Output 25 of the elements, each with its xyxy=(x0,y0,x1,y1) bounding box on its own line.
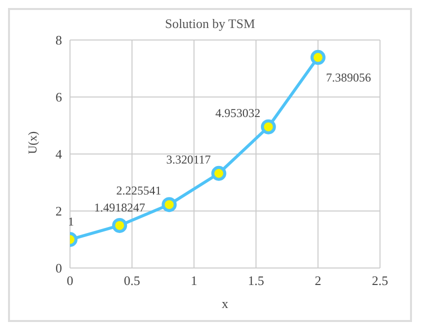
y-tick-label: 0 xyxy=(56,260,62,276)
point xyxy=(162,197,177,212)
data-label: 2.225541 xyxy=(116,184,162,198)
y-axis-title: U(x) xyxy=(25,131,40,154)
x-tick-label: 0 xyxy=(66,273,74,288)
x-tick-label: 1.5 xyxy=(248,273,264,288)
data-label: 1 xyxy=(68,214,74,228)
y-tick-label: 2 xyxy=(56,204,62,219)
point xyxy=(211,166,226,181)
x-tick-label: 1 xyxy=(190,273,198,288)
x-tick-label: 0.5 xyxy=(124,273,140,288)
x-axis-title: x xyxy=(222,296,229,311)
point xyxy=(260,119,276,134)
y-tick-label: 6 xyxy=(56,90,62,105)
data-label: 7.389056 xyxy=(326,70,371,84)
y-tick-label: 4 xyxy=(56,146,62,162)
x-tick-label: 2 xyxy=(314,273,322,288)
point xyxy=(112,218,128,233)
chart-title: Solution by TSM xyxy=(164,16,256,32)
point xyxy=(310,50,326,65)
data-label: 3.320117 xyxy=(166,152,211,166)
x-tick-label: 2.5 xyxy=(372,273,388,288)
data-label: 4.953032 xyxy=(215,106,260,120)
data-label: 1.4918247 xyxy=(94,200,146,214)
y-tick-label: 8 xyxy=(56,32,62,48)
